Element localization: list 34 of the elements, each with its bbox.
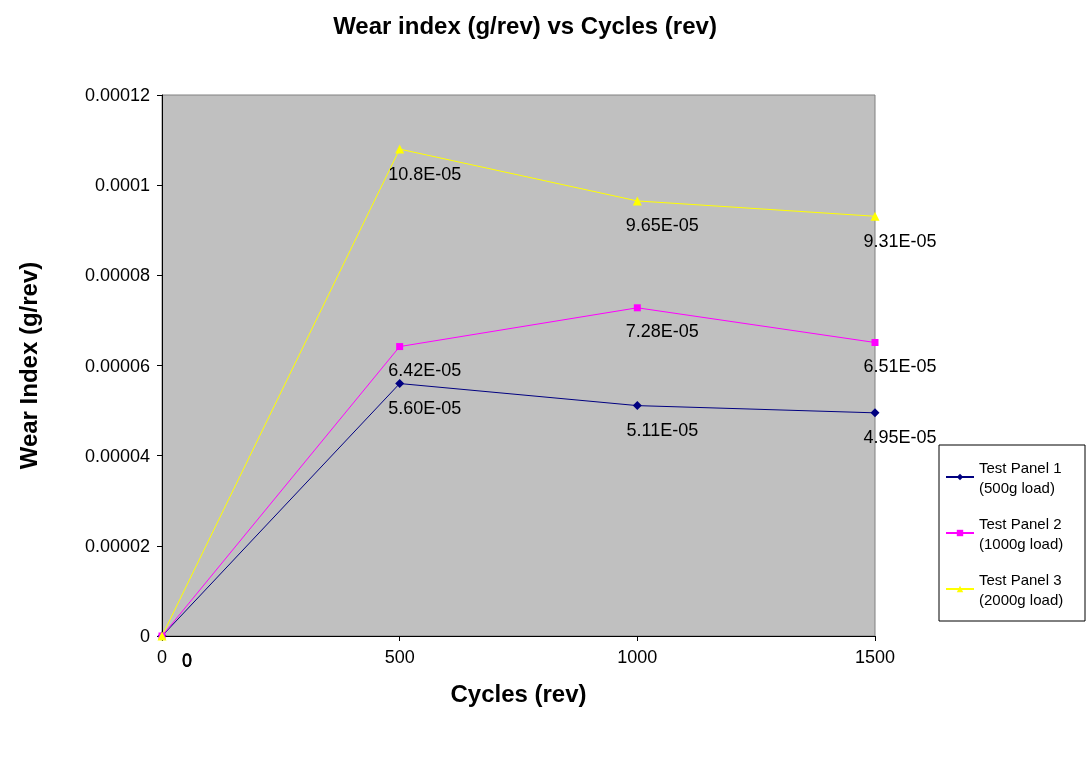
data-label: 9.31E-05 — [863, 230, 937, 251]
y-tick-label: 0 — [139, 626, 150, 646]
x-tick-label: 500 — [384, 647, 415, 667]
data-label: 9.65E-05 — [625, 215, 699, 236]
data-label: 4.95E-05 — [863, 427, 937, 448]
data-label: 10.8E-05 — [388, 163, 462, 184]
y-tick-label: 0.00006 — [84, 355, 150, 376]
x-tick-label: 1500 — [854, 647, 896, 667]
legend-label: Test Panel 3 (2000g load) — [979, 570, 1066, 608]
x-axis-title: Cycles (rev) — [450, 679, 587, 707]
data-label: 6.51E-05 — [863, 356, 937, 377]
data-label: 5.11E-05 — [626, 420, 699, 441]
point — [633, 304, 641, 312]
point — [632, 401, 642, 411]
y-tick-label: 0.00012 — [84, 85, 150, 105]
y-tick-label: 0.00002 — [84, 535, 150, 556]
point — [870, 211, 880, 221]
data-label: 7.28E-05 — [625, 321, 699, 342]
y-tick-label: 0.00004 — [84, 445, 150, 466]
legend-label: Test Panel 2 (1000g load) — [979, 514, 1066, 552]
x-tick-label: 1000 — [617, 647, 658, 667]
point — [870, 408, 880, 418]
y-tick-label: 0.0001 — [94, 175, 150, 196]
x-tick-label: 0 — [156, 647, 168, 667]
point — [871, 339, 879, 347]
legend-label: Test Panel 1 (500g load) — [979, 458, 1066, 496]
chart-title: Wear index (g/rev) vs Cycles (rev) — [333, 11, 717, 39]
y-tick-label: 0.00008 — [84, 265, 150, 286]
data-label: 5.60E-05 — [388, 398, 462, 419]
point — [396, 343, 404, 351]
point — [395, 379, 405, 389]
point — [395, 144, 405, 154]
data-label: 6.42E-05 — [388, 360, 462, 381]
y-axis-title: Wear Index (g/rev) — [14, 261, 42, 470]
